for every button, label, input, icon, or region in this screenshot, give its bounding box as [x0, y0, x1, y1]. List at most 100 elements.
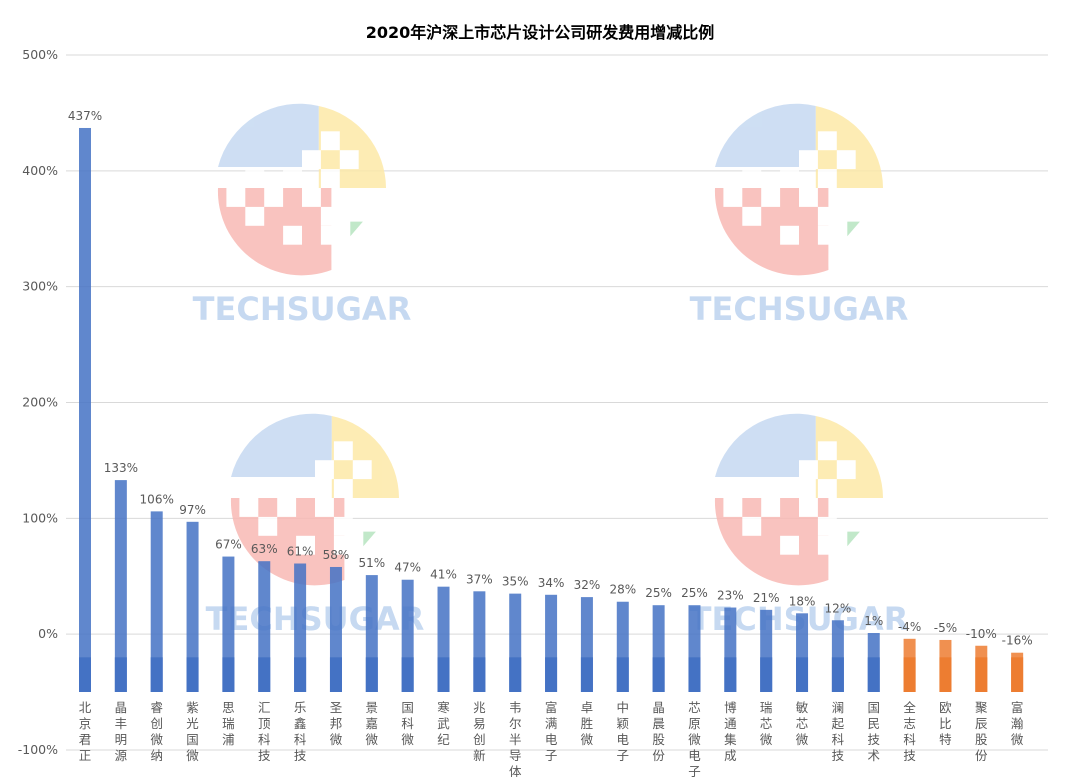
techsugar-logo — [217, 103, 386, 276]
category-label: 北京君正 — [79, 700, 92, 763]
bar — [186, 521, 199, 692]
category-label: 富满电子 — [545, 700, 558, 763]
category-label: 博通集成 — [724, 700, 737, 763]
y-axis-ticks: -100% 0% 100% 200% 300% 400% 500% — [18, 47, 58, 757]
bar-base — [616, 657, 629, 692]
data-labels: 437% 133% 106% 97% 67% 63% 61% 58% 51% 47% 41% 37% 3… — [68, 109, 1033, 648]
techsugar-logo — [714, 103, 883, 276]
bar-base — [329, 657, 342, 692]
category-label: 乐鑫科技 — [294, 700, 307, 763]
data-label: 12% — [825, 601, 852, 615]
y-tick-label: 300% — [22, 279, 58, 294]
bar-base — [258, 657, 271, 692]
data-label: 67% — [215, 538, 242, 552]
bar-base — [688, 657, 701, 692]
category-label: 紫光国微 — [186, 700, 199, 763]
category-label: 中颖电子 — [617, 700, 630, 763]
bar — [79, 127, 91, 693]
category-label: 国科微 — [401, 700, 414, 747]
category-label: 敏芯微 — [796, 700, 809, 747]
data-label: 18% — [789, 594, 816, 608]
category-label: 欧比特 — [939, 700, 952, 747]
category-label: 景嘉微 — [366, 700, 379, 747]
data-label: 41% — [430, 568, 457, 582]
category-label: 思瑞浦 — [222, 700, 235, 747]
category-label: 韦尔半导体 — [509, 700, 522, 777]
bar-base — [903, 657, 916, 692]
data-label: 63% — [251, 542, 278, 556]
data-label: -10% — [966, 627, 997, 641]
bar-base — [222, 657, 235, 692]
y-tick-label: -100% — [18, 742, 58, 757]
data-label: 25% — [681, 586, 708, 600]
category-label: 瑞芯微 — [760, 700, 773, 747]
data-label: 61% — [287, 545, 314, 559]
watermark-text: TECHSUGAR — [206, 600, 425, 638]
bar-base — [760, 657, 773, 692]
data-label: 32% — [574, 578, 601, 592]
data-label: -16% — [1002, 634, 1033, 648]
category-label: 国民技术 — [867, 700, 880, 763]
data-label: 58% — [323, 548, 350, 562]
bar-base — [186, 657, 199, 692]
category-label: 聚辰股份 — [975, 700, 988, 763]
data-label: 47% — [394, 561, 421, 575]
data-label: 437% — [68, 109, 102, 123]
bar-base — [365, 657, 378, 692]
watermark-text: TECHSUGAR — [193, 290, 412, 328]
bar-base — [401, 657, 414, 692]
bar-base — [114, 657, 127, 692]
data-label: 25% — [645, 586, 672, 600]
category-label: 富瀚微 — [1011, 700, 1024, 747]
category-label: 寒武纪 — [437, 700, 450, 747]
category-label: 澜起科技 — [832, 700, 845, 763]
bar-base — [652, 657, 665, 692]
y-tick-label: 100% — [22, 510, 58, 525]
bar-base — [580, 657, 593, 692]
data-label: 34% — [538, 576, 565, 590]
data-label: 133% — [104, 461, 138, 475]
y-tick-label: 500% — [22, 47, 58, 62]
bar-base — [294, 657, 307, 692]
data-label: 37% — [466, 572, 493, 586]
data-label: -5% — [934, 621, 957, 635]
bar-base — [545, 657, 558, 692]
bar-base — [939, 657, 952, 692]
techsugar-logo — [714, 413, 883, 586]
category-label: 卓胜微 — [581, 700, 594, 747]
data-label: 106% — [140, 492, 174, 506]
watermark-text: TECHSUGAR — [690, 290, 909, 328]
data-label: 97% — [179, 503, 206, 517]
bar — [150, 511, 163, 692]
data-label: 21% — [753, 591, 780, 605]
data-label: -4% — [898, 620, 921, 634]
chart-title: 2020年沪深上市芯片设计公司研发费用增减比例 — [366, 23, 715, 42]
category-label: 睿创微纳 — [150, 700, 163, 763]
data-label: 1% — [864, 614, 883, 628]
y-tick-label: 400% — [22, 163, 58, 178]
bar-base — [79, 657, 91, 692]
bar-base — [796, 657, 809, 692]
category-labels: 北京君正 晶丰明源 睿创微纳 紫光国微 思瑞浦 汇顶科技 乐鑫科技 圣邦微 景嘉微 国科微 寒武纪 兆… — [79, 700, 1024, 777]
data-label: 51% — [358, 556, 385, 570]
bars — [79, 127, 1024, 693]
data-label: 23% — [717, 589, 744, 603]
bar-base — [1011, 657, 1024, 692]
bar-base — [509, 657, 522, 692]
y-tick-label: 200% — [22, 395, 58, 410]
y-tick-label: 0% — [38, 626, 58, 641]
category-label: 圣邦微 — [330, 700, 343, 747]
category-label: 晶丰明源 — [115, 700, 128, 763]
bar-base — [437, 657, 450, 692]
bar-base — [831, 657, 844, 692]
bar-base — [867, 657, 880, 692]
category-label: 兆易创新 — [473, 700, 486, 763]
bar-base — [473, 657, 486, 692]
techsugar-logo — [230, 413, 399, 586]
category-label: 晶晨股份 — [652, 700, 665, 763]
bar-base — [975, 657, 988, 692]
category-label: 全志科技 — [903, 700, 916, 763]
bar-base — [724, 657, 737, 692]
data-label: 35% — [502, 575, 529, 589]
